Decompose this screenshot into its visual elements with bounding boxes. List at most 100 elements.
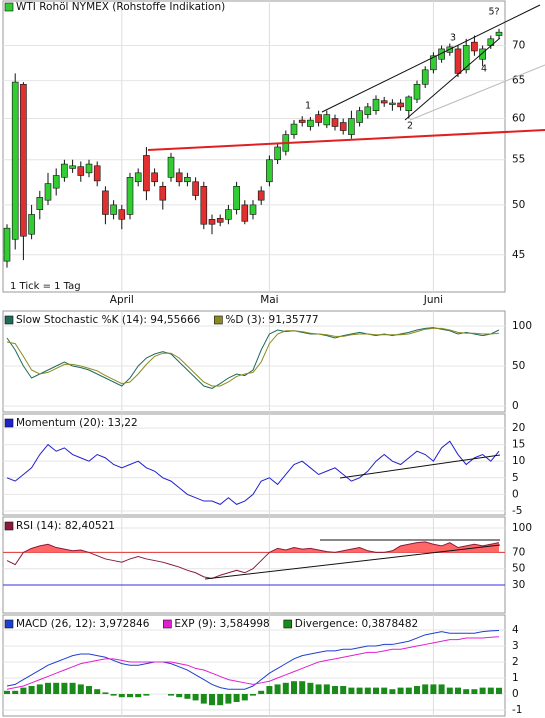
annotation: 1 [305,101,311,112]
bar [446,687,453,695]
candle-body [454,48,462,74]
legend-swatch [4,619,14,629]
annotation: 2 [407,121,413,132]
bar [438,684,445,695]
y-tick-label: 2 [512,656,519,668]
candle-body [69,165,76,169]
legend-label: %D (3): 91,35777 [225,314,318,326]
legend-label: Divergence: 0,3878482 [295,618,418,630]
bar [258,690,265,695]
candle-body [290,123,298,135]
panel-frame [2,310,506,413]
analysis-lines [147,4,545,580]
bar [250,694,256,696]
candle-body [208,219,216,225]
candle-body [364,106,372,115]
candle-body [249,204,257,215]
bar [209,694,215,706]
candle-body [356,110,363,123]
y-tick-label: 70 [512,546,525,558]
y-tick-label: 70 [512,40,525,52]
y-tick-label: 4 [512,624,519,636]
bar [102,692,109,695]
bar [479,687,486,695]
panel-frame [2,0,506,293]
candle-body [3,227,11,262]
bar [332,686,338,695]
bar [135,694,142,698]
candle-body [118,209,126,220]
annotation: 4 [481,64,487,75]
y-tick-label: 30 [512,579,525,591]
y-tick-label: 1 [512,672,519,684]
candle-body [307,119,314,127]
candle-body [77,166,85,176]
bar [36,684,43,695]
bar [496,687,502,695]
bar [28,686,35,695]
legend-swatch [4,418,14,428]
legend-label: Momentum (20): 13,22 [16,417,138,429]
bar [69,682,76,695]
bar [373,687,379,695]
candle-body [315,114,322,123]
y-tick-label: 20 [512,422,525,434]
y-tick-label: 3 [512,640,519,652]
area-fill [23,541,499,553]
legend-label: RSI (14): 82,40521 [16,520,115,532]
candle-body [233,186,240,210]
candle-body [331,118,339,127]
bar [86,686,92,695]
bar [127,694,133,698]
candle-body [430,55,437,71]
y-tick-label: 50 [512,360,525,372]
legend-swatch [4,2,14,12]
candle-body [274,146,281,161]
bar [282,682,289,695]
annotation: 5? [488,7,499,18]
y-tick-label: 65 [512,75,525,87]
line [6,636,500,690]
candle-body [225,209,232,220]
candle-body [20,83,27,237]
trend-line [404,37,501,121]
bar [463,689,470,695]
line [6,440,500,505]
bar [45,682,51,695]
candle-body [110,204,117,215]
candle-body [143,155,150,192]
candle-body [348,118,355,135]
y-tick-label: 50 [512,199,525,211]
candle-body [479,48,486,60]
bar [184,694,191,699]
candle-body [11,81,19,240]
candle-body [61,163,68,178]
bar [455,687,461,695]
bar [192,694,199,701]
bar [12,690,19,695]
bar [200,694,207,704]
candle-body [339,122,347,131]
bar [323,684,330,695]
legend-swatch [163,619,172,629]
y-tick-label: 0 [512,400,519,412]
panel-frame [2,614,506,717]
annotation: 3 [450,33,456,44]
bar [348,687,355,695]
bar [291,681,297,695]
y-tick-label: 5 [512,472,519,484]
x-tick-label: Mai [260,294,278,306]
bar [405,687,412,695]
trend-line [409,64,545,121]
bar [364,687,371,695]
bar [168,694,174,696]
legend-label: MACD (26, 12): 3,972846 [16,618,150,630]
candle-body [298,119,306,123]
line [6,541,500,579]
legend-swatch [4,315,14,325]
x-tick-label: April [110,294,134,306]
legend-label: Slow Stochastic %K (14): 94,55666 [16,314,201,326]
trend-line [339,454,501,479]
candle-body [200,186,208,225]
candle-body [257,190,265,201]
